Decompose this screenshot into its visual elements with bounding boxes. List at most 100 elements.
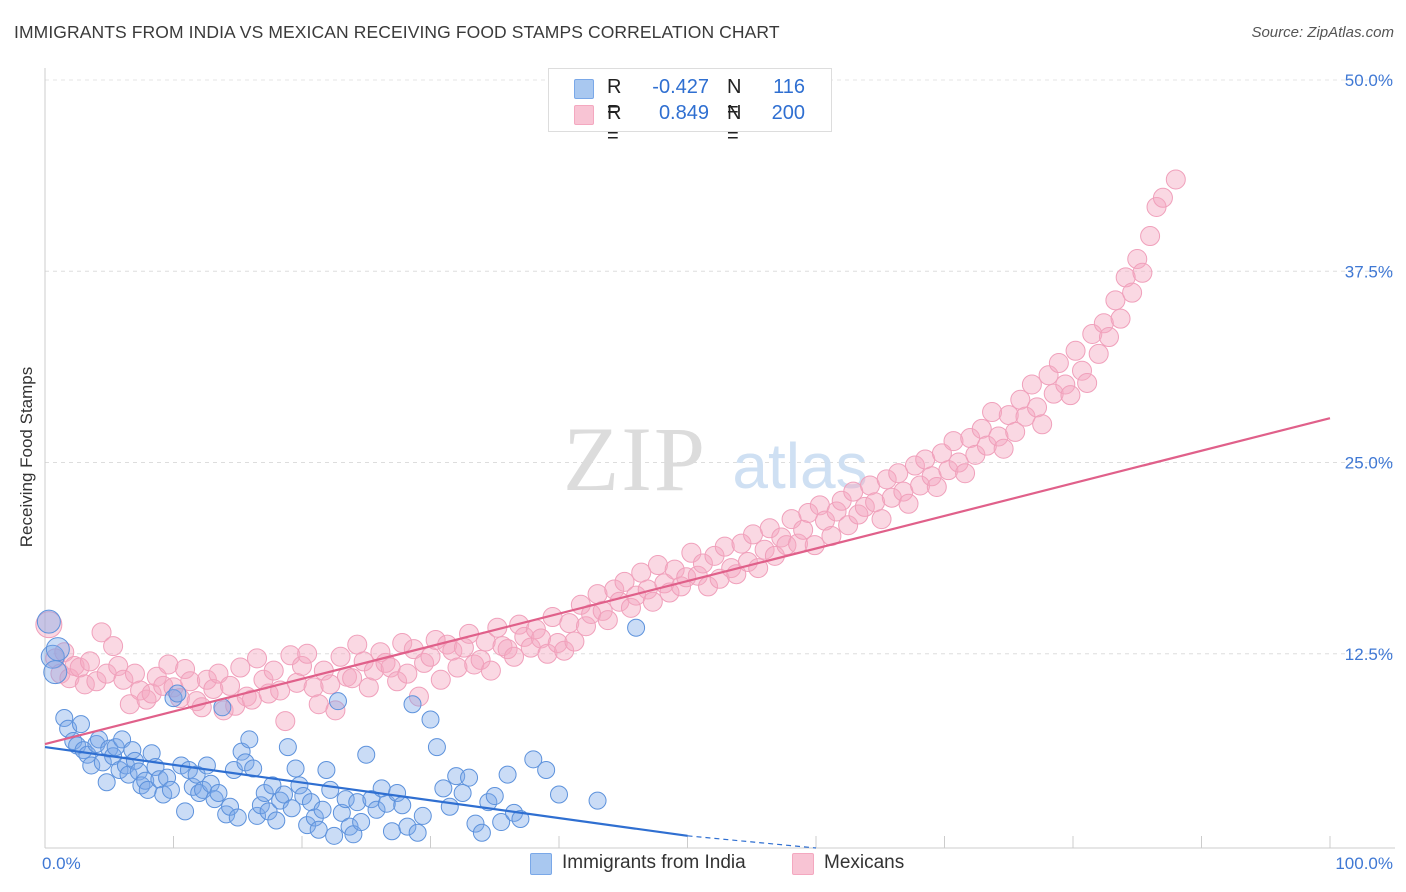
india-point (286, 759, 305, 778)
mexicans-point (320, 674, 341, 695)
india-point (332, 803, 351, 822)
mexicans-point (1165, 169, 1186, 190)
india-point (550, 785, 568, 804)
legend-r-label: R = (607, 102, 622, 147)
india-point (382, 822, 401, 841)
mexicans-point (447, 657, 468, 678)
correlation-legend: R = -0.427 N = 116 R = 0.849 N = 200 (548, 68, 832, 147)
mexicans-point (347, 634, 368, 655)
india-points (36, 609, 646, 845)
mexicans-point (191, 697, 212, 718)
mexicans-point (564, 631, 585, 652)
mexicans-point (692, 553, 713, 574)
mexicans-point (1098, 327, 1119, 348)
mexicans-point (141, 683, 162, 704)
mexicans-point (1122, 282, 1143, 303)
y-tick-label: 50.0% (1345, 71, 1393, 90)
india-point (460, 768, 479, 787)
legend-swatch-mexicans (574, 105, 594, 125)
mexicans-point (387, 671, 408, 692)
india-point (485, 787, 504, 806)
india-point (408, 823, 427, 842)
mexicans-point (74, 674, 95, 695)
india-point (209, 783, 228, 802)
watermark-atlas: atlas (732, 430, 867, 502)
india-point (168, 684, 187, 703)
india-point (398, 817, 417, 836)
mexicans-point (1027, 397, 1048, 418)
mexicans-point (1152, 187, 1173, 208)
mexicans-point (955, 463, 976, 484)
mexicans-point (275, 711, 296, 732)
india-point (240, 730, 259, 749)
mexicans-point (1110, 308, 1131, 329)
watermark-zip: ZIP (563, 408, 707, 510)
mexicans-point (876, 469, 897, 490)
india-point (68, 736, 87, 755)
mexicans-point (175, 659, 196, 680)
india-point (244, 759, 263, 778)
india-point (43, 660, 68, 685)
mexicans-point (888, 463, 909, 484)
india-point (45, 637, 70, 662)
india-point (472, 823, 491, 842)
india-point (36, 609, 61, 634)
mexicans-point (537, 643, 558, 664)
mexicans-point (1055, 374, 1076, 395)
mexicans-point (865, 492, 886, 513)
mexicans-point (514, 626, 535, 647)
mexicans-trend-line (44, 417, 1331, 746)
india-point (588, 791, 607, 810)
mexicans-point (826, 501, 847, 522)
mexicans-point (1115, 267, 1136, 288)
india-point (403, 695, 422, 714)
india-point (627, 618, 646, 637)
mexicans-point (915, 449, 936, 470)
mexicans-point (420, 646, 441, 667)
mexicans-point (297, 643, 318, 664)
india-point (321, 780, 340, 799)
india-point (393, 796, 412, 815)
mexicans-point (592, 600, 613, 621)
mexicans-point (993, 438, 1014, 459)
mexicans-point (559, 613, 580, 634)
mexicans-point (898, 493, 919, 514)
mexicans-point (480, 660, 501, 681)
legend-n-label: N = (727, 76, 742, 121)
mexicans-point (113, 669, 134, 690)
mexicans-point (597, 610, 618, 631)
mexicans-point (1140, 226, 1161, 247)
mexicans-point (614, 571, 635, 592)
india-point (255, 783, 274, 802)
mexicans-point (948, 452, 969, 473)
india-point (110, 761, 129, 780)
india-point (161, 780, 180, 799)
mexicans-point (247, 648, 268, 669)
mexicans-point (971, 418, 992, 439)
mexicans-point (342, 668, 363, 689)
mexicans-point (1105, 290, 1126, 311)
mexicans-point (988, 426, 1009, 447)
india-point (278, 738, 297, 757)
india-point (267, 811, 286, 830)
y-tick-label: 37.5% (1345, 262, 1393, 281)
mexicans-point (587, 584, 608, 605)
india-point (309, 820, 328, 839)
mexicans-point (631, 562, 652, 583)
series-label-mexicans: Mexicans (824, 852, 905, 873)
india-point (447, 767, 466, 786)
mexicans-point (220, 675, 241, 696)
india-point (82, 756, 101, 775)
legend-swatch-india (574, 79, 594, 99)
mexicans-point (91, 622, 112, 643)
legend-n-label: N = (727, 102, 742, 147)
mexicans-point (263, 660, 284, 681)
india-point (537, 761, 556, 780)
mexicans-point (124, 663, 145, 684)
mexicans-point (230, 657, 251, 678)
trend-lines (44, 417, 1331, 849)
india-point (511, 809, 530, 828)
chart-title: IMMIGRANTS FROM INDIA VS MEXICAN RECEIVI… (14, 22, 780, 42)
india-point (221, 797, 240, 816)
